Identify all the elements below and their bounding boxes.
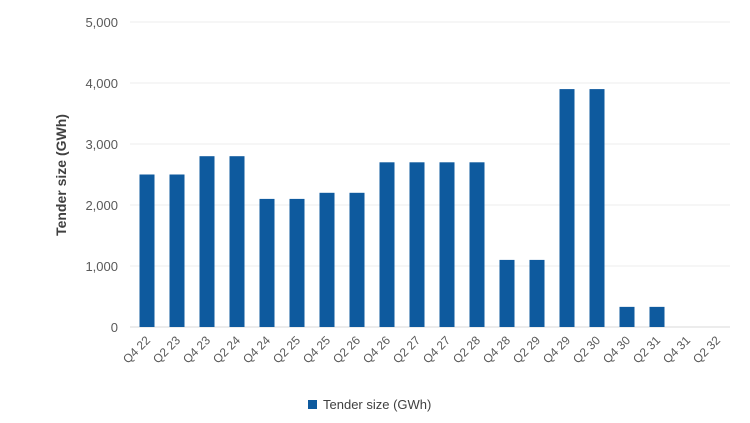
x-tick-label: Q4 27 xyxy=(420,333,453,366)
x-tick-label: Q2 32 xyxy=(690,333,723,366)
bar-q4-29 xyxy=(559,89,575,327)
x-tick-label: Q2 29 xyxy=(510,333,543,366)
bar-q4-26 xyxy=(379,162,395,327)
bar-q2-26 xyxy=(349,192,365,327)
bar-q2-30 xyxy=(589,89,605,327)
x-tick-label: Q2 30 xyxy=(570,333,603,366)
x-tick-label: Q2 28 xyxy=(450,333,483,366)
x-tick-label: Q2 24 xyxy=(210,333,243,366)
y-tick-label: 2,000 xyxy=(85,198,118,213)
x-tick-label: Q4 22 xyxy=(120,333,153,366)
bar-q2-24 xyxy=(229,156,245,327)
x-tick-label: Q2 26 xyxy=(330,333,363,366)
x-tick-label: Q4 28 xyxy=(480,333,513,366)
x-tick-label: Q2 25 xyxy=(270,333,303,366)
bar-q4-22 xyxy=(139,174,155,327)
x-tick-label: Q2 27 xyxy=(390,333,423,366)
x-tick-label: Q4 26 xyxy=(360,333,393,366)
bar-q2-27 xyxy=(409,162,425,327)
legend-label: Tender size (GWh) xyxy=(323,397,432,412)
bars xyxy=(139,89,665,327)
y-axis-ticks: 0 1,000 2,000 3,000 4,000 5,000 xyxy=(85,15,118,335)
y-tick-label: 0 xyxy=(111,320,118,335)
x-tick-label: Q4 23 xyxy=(180,333,213,366)
y-tick-label: 4,000 xyxy=(85,76,118,91)
bar-q2-25 xyxy=(289,198,305,327)
legend-swatch xyxy=(308,400,317,409)
bar-q4-23 xyxy=(199,156,215,327)
x-tick-label: Q2 23 xyxy=(150,333,183,366)
x-tick-label: Q4 29 xyxy=(540,333,573,366)
gridlines xyxy=(130,21,730,328)
y-tick-label: 1,000 xyxy=(85,259,118,274)
bar-q4-28 xyxy=(499,259,515,327)
y-tick-label: 3,000 xyxy=(85,137,118,152)
bar-q2-28 xyxy=(469,162,485,327)
x-tick-label: Q4 31 xyxy=(660,333,693,366)
x-tick-label: Q2 31 xyxy=(630,333,663,366)
bar-q4-24 xyxy=(259,198,275,327)
y-axis-label: Tender size (GWh) xyxy=(53,114,69,236)
legend: Tender size (GWh) xyxy=(308,397,431,412)
bar-q2-29 xyxy=(529,259,545,327)
bar-q4-30 xyxy=(619,306,635,327)
bar-q2-31 xyxy=(649,306,665,327)
x-tick-label: Q4 25 xyxy=(300,333,333,366)
bar-q4-25 xyxy=(319,192,335,327)
bar-q2-23 xyxy=(169,174,185,327)
x-tick-label: Q4 30 xyxy=(600,333,633,366)
y-tick-label: 5,000 xyxy=(85,15,118,30)
bar-q4-27 xyxy=(439,162,455,327)
x-tick-label: Q4 24 xyxy=(240,333,273,366)
